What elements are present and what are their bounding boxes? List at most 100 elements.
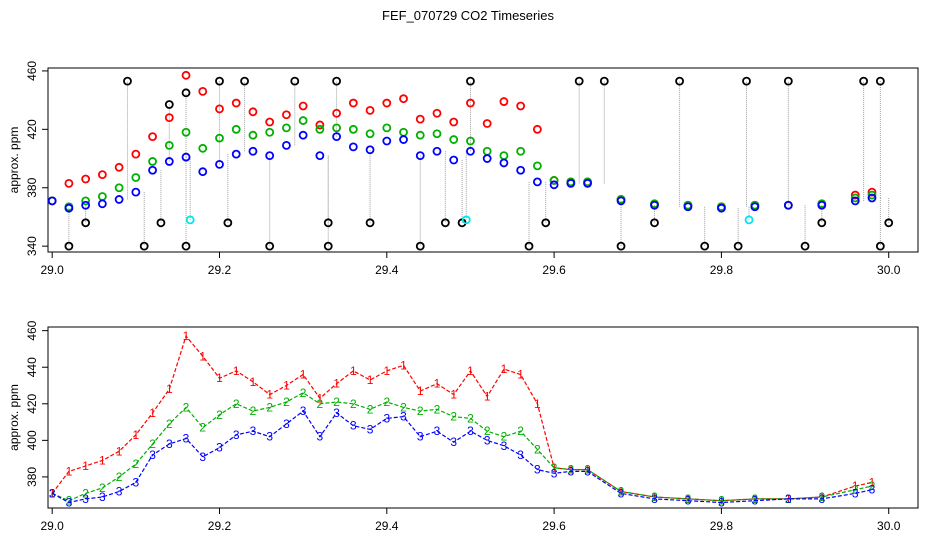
point-series2-3: [97, 192, 107, 201]
point-series3-22: [415, 151, 425, 161]
y-tick-label-1-2: 420: [25, 393, 39, 413]
point-flag-low-19: [800, 241, 810, 251]
point-flag-high-6: [332, 76, 342, 86]
y-tick-label-1-1: 400: [25, 430, 39, 450]
x-tick-label-1-1: 29.2: [208, 519, 232, 533]
point-flag-low-16: [650, 218, 659, 228]
point-series1-18: [348, 98, 358, 108]
label-series3-29: 3: [534, 463, 541, 477]
point-series1-2: [81, 174, 91, 184]
point-series1-19: [365, 105, 375, 115]
point-series3-19: [365, 145, 375, 155]
label-series1-26: 1: [484, 389, 491, 403]
point-series1-14: [282, 110, 291, 120]
point-flag-low-17: [700, 241, 710, 251]
point-series3-11: [231, 149, 241, 159]
point-flag-low-22: [884, 218, 894, 228]
point-series3-3: [97, 199, 107, 209]
point-series3-12: [248, 146, 258, 156]
point-series2-18: [348, 124, 358, 134]
label-series2-1: 2: [66, 494, 73, 508]
point-series1-40: [850, 190, 860, 200]
label-series2-21: 2: [400, 400, 407, 414]
point-flag-high-13: [859, 76, 869, 86]
label-series1-22: 1: [417, 384, 424, 398]
label-series3-13: 3: [266, 430, 273, 444]
point-series3-16: [315, 151, 325, 161]
label-series1-9: 1: [199, 349, 206, 363]
point-series2-27: [499, 151, 509, 161]
point-series2-13: [265, 127, 275, 137]
point-flag-low-13: [524, 241, 534, 251]
point-flag-low-10: [415, 241, 425, 251]
point-flag-high-3: [215, 76, 224, 86]
point-series3-6: [148, 165, 157, 175]
point-series1-15: [298, 101, 308, 111]
label-series1-2: 1: [82, 459, 89, 473]
label-series3-23: 3: [434, 424, 441, 438]
label-series2-14: 2: [283, 395, 290, 409]
point-flag-low-8: [323, 241, 333, 251]
point-flag-low-2: [139, 241, 149, 251]
x-tick-label-0-2: 29.4: [375, 263, 399, 277]
x-tick-label-1-3: 29.6: [542, 519, 566, 533]
label-series3-27: 3: [501, 439, 508, 453]
point-series3-13: [265, 151, 275, 161]
label-series1-41: 1: [869, 475, 876, 489]
label-series1-7: 1: [166, 382, 173, 396]
label-series2-5: 2: [132, 457, 139, 471]
label-series2-6: 2: [149, 437, 156, 451]
label-series1-6: 1: [149, 406, 156, 420]
label-series3-15: 3: [300, 404, 307, 418]
point-series3-32: [583, 178, 592, 188]
point-series2-17: [332, 123, 342, 133]
label-series1-20: 1: [383, 364, 390, 378]
point-series1-23: [432, 108, 442, 118]
point-series3-26: [482, 154, 492, 163]
label-series3-28: 3: [517, 448, 524, 462]
point-series3-36: [717, 203, 726, 213]
label-series3-30: 3: [551, 466, 558, 480]
point-series3-15: [298, 130, 308, 140]
label-series1-10: 1: [216, 371, 223, 385]
label-series2-17: 2: [333, 395, 340, 409]
point-series2-26: [482, 146, 492, 156]
label-series1-1: 1: [66, 464, 73, 478]
point-flag-high-9: [599, 76, 609, 86]
label-series2-18: 2: [350, 397, 357, 411]
point-series1-10: [215, 104, 224, 114]
label-series3-26: 3: [484, 433, 491, 447]
point-flag-cyan-1: [461, 215, 471, 225]
point-series2-16: [315, 124, 325, 134]
point-series2-30: [549, 176, 559, 185]
point-series3-21: [399, 135, 408, 144]
point-series1-12: [248, 107, 258, 117]
label-series2-31: 2: [567, 463, 574, 477]
point-series2-25: [466, 136, 475, 146]
point-series3-39: [817, 200, 827, 210]
point-flag-low-11: [440, 218, 450, 228]
point-series1-26: [482, 119, 492, 128]
label-series1-25: 1: [467, 364, 474, 378]
y-tick-label-0-1: 380: [25, 177, 39, 197]
label-series2-34: 2: [651, 490, 658, 504]
y-tick-label-1-4: 460: [25, 320, 39, 340]
label-series1-29: 1: [534, 397, 541, 411]
point-flag-high-10: [675, 76, 684, 86]
point-flag-low-7: [323, 218, 333, 228]
point-series3-35: [683, 202, 693, 212]
point-series3-41: [867, 193, 877, 203]
point-flag-high-11: [742, 76, 751, 86]
y-tick-label-0-0: 340: [25, 236, 39, 256]
point-series3-28: [516, 165, 526, 175]
point-series2-21: [399, 127, 408, 137]
point-series3-7: [164, 157, 174, 166]
point-series1-9: [198, 86, 208, 96]
label-series1-13: 1: [266, 388, 273, 402]
label-series2-12: 2: [250, 404, 257, 418]
point-series3-31: [566, 178, 576, 188]
label-series2-29: 2: [534, 442, 541, 456]
point-series3-2: [81, 200, 91, 210]
point-series1-28: [516, 101, 526, 111]
